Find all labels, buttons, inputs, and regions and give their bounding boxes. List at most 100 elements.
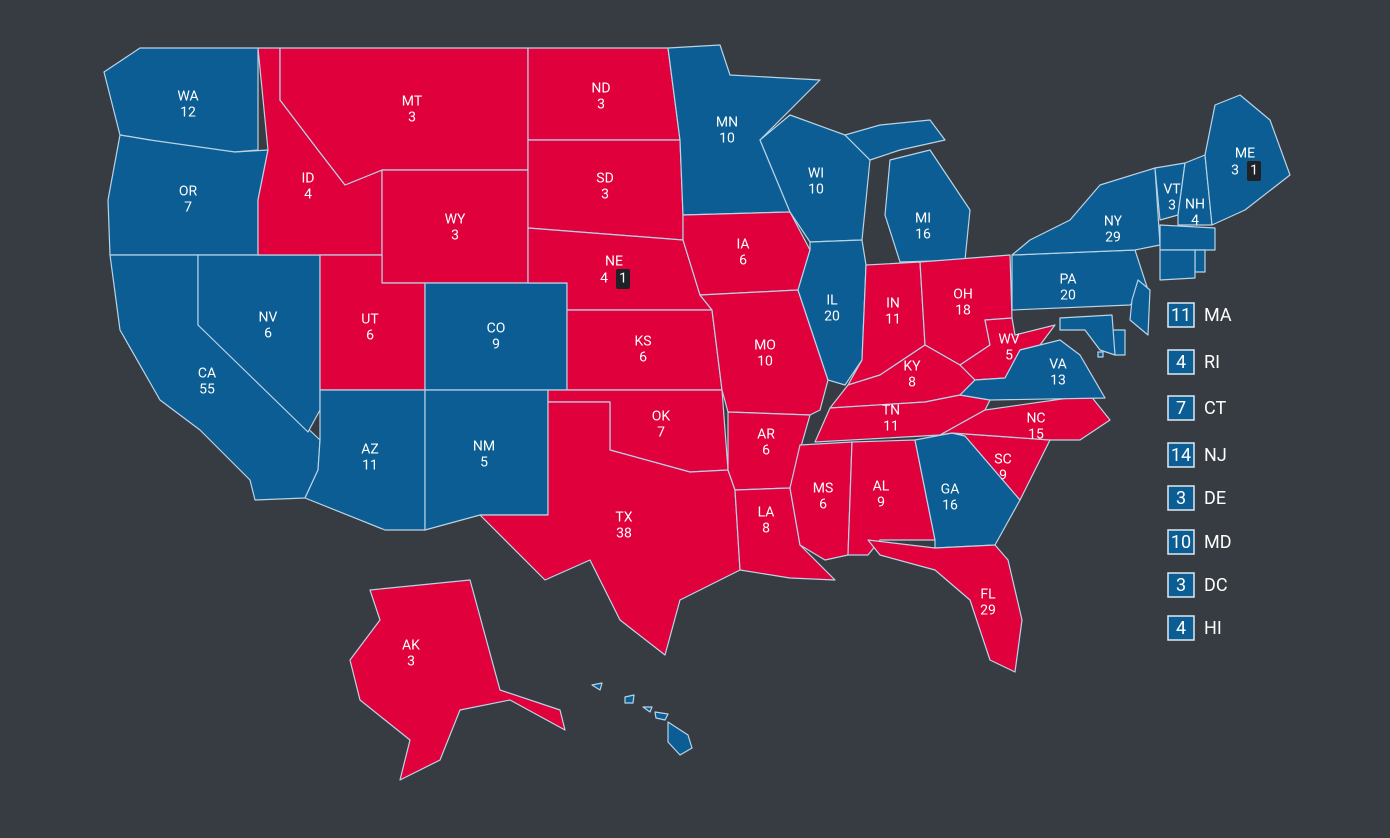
state-votes: 13 — [1050, 373, 1066, 389]
state-votes: 5 — [1005, 348, 1013, 364]
district-votes: 1 — [1250, 163, 1258, 179]
state-votes: 15 — [1028, 427, 1044, 443]
state-votes: 8 — [762, 521, 770, 537]
legend-votes: 4 — [1176, 352, 1186, 373]
state-abbr: KY — [903, 359, 921, 375]
state-votes: 3 — [1168, 198, 1176, 214]
legend-votes: 3 — [1176, 488, 1186, 509]
state-abbr: CO — [487, 321, 506, 337]
state-votes: 7 — [657, 425, 665, 441]
state-votes: 11 — [362, 458, 378, 474]
state-abbr: UT — [361, 312, 379, 328]
state-abbr: NY — [1104, 214, 1123, 230]
state-shape — [479, 401, 741, 656]
state-abbr: MI — [915, 211, 931, 227]
district-box — [616, 269, 630, 289]
state-abbr: AL — [873, 479, 890, 495]
state-votes: 6 — [819, 497, 827, 513]
state-shape — [759, 114, 871, 243]
state-votes: 3 — [1231, 163, 1239, 179]
state-abbr: NV — [259, 310, 278, 326]
legend-box — [1167, 529, 1195, 555]
state-abbr: NC — [1026, 411, 1045, 427]
state-abbr: WA — [177, 89, 198, 105]
state-shape — [667, 721, 693, 756]
state-shape — [1159, 224, 1216, 251]
legend-abbr: RI — [1204, 352, 1220, 373]
legend-votes: 7 — [1176, 398, 1186, 419]
state-votes: 9 — [999, 468, 1007, 484]
state-votes: 3 — [597, 97, 605, 113]
state-votes: 4 — [600, 271, 608, 287]
state-votes: 12 — [180, 105, 196, 121]
state-abbr: MO — [754, 338, 776, 354]
state-abbr: OK — [652, 409, 671, 425]
state-shape — [1059, 314, 1116, 356]
state-abbr: MN — [716, 115, 738, 131]
state-votes: 5 — [480, 455, 488, 471]
state-abbr: OR — [179, 184, 198, 200]
state-abbr: IL — [826, 293, 838, 309]
state-shape — [1204, 94, 1291, 226]
state-shape — [1011, 249, 1149, 311]
state-shape — [1097, 351, 1104, 358]
state-votes: 9 — [492, 337, 500, 353]
legend-box — [1167, 485, 1195, 511]
state-votes: 4 — [304, 187, 312, 203]
state-votes: 4 — [1191, 213, 1199, 229]
legend-votes: 11 — [1171, 305, 1191, 326]
state-votes: 11 — [883, 419, 899, 435]
state-abbr: CA — [198, 366, 216, 382]
state-shape — [884, 149, 971, 263]
state-abbr: SD — [596, 171, 614, 187]
legend-box — [1167, 442, 1195, 468]
state-votes: 7 — [184, 200, 192, 216]
legend-votes: 4 — [1176, 618, 1186, 639]
state-votes: 10 — [719, 131, 735, 147]
legend-abbr: HI — [1204, 618, 1222, 639]
legend-abbr: DE — [1204, 488, 1226, 509]
state-abbr: NM — [473, 439, 495, 455]
state-shape — [1159, 249, 1196, 281]
state-abbr: NE — [605, 254, 623, 270]
state-shape — [959, 339, 1106, 401]
state-votes: 3 — [408, 110, 416, 126]
state-votes: 29 — [980, 603, 996, 619]
state-votes: 11 — [885, 312, 901, 328]
state-abbr: GA — [941, 482, 960, 498]
island — [654, 711, 669, 721]
state-abbr: PA — [1059, 272, 1076, 288]
island — [591, 682, 603, 691]
legend-abbr: DC — [1204, 575, 1228, 596]
state-shape — [797, 239, 867, 386]
legend-box — [1167, 395, 1195, 421]
state-votes: 10 — [757, 354, 773, 370]
legend-box — [1167, 349, 1195, 375]
legend-box — [1167, 302, 1195, 328]
legend-abbr: NJ — [1204, 445, 1227, 466]
legend-votes: 3 — [1176, 575, 1186, 596]
state-shape — [1177, 154, 1213, 226]
state-abbr: AK — [402, 638, 420, 654]
state-abbr: MT — [402, 94, 423, 110]
state-votes: 6 — [366, 328, 374, 344]
legend-abbr: MA — [1204, 305, 1232, 326]
legend-votes: 14 — [1171, 445, 1191, 466]
state-votes: 55 — [199, 382, 215, 398]
state-abbr: TN — [882, 403, 900, 419]
district-votes: 1 — [619, 271, 627, 287]
state-abbr: MS — [813, 481, 834, 497]
state-abbr: SC — [994, 452, 1011, 468]
state-votes: 16 — [915, 227, 931, 243]
state-votes: 6 — [264, 326, 272, 342]
state-abbr: LA — [758, 505, 775, 521]
state-shape — [1129, 279, 1151, 336]
state-votes: 20 — [824, 309, 840, 325]
state-abbr: ME — [1235, 146, 1255, 162]
state-votes: 6 — [639, 350, 647, 366]
state-votes: 6 — [739, 253, 747, 269]
state-votes: 8 — [908, 375, 916, 391]
states — [103, 44, 1291, 781]
state-abbr: AZ — [361, 442, 379, 458]
